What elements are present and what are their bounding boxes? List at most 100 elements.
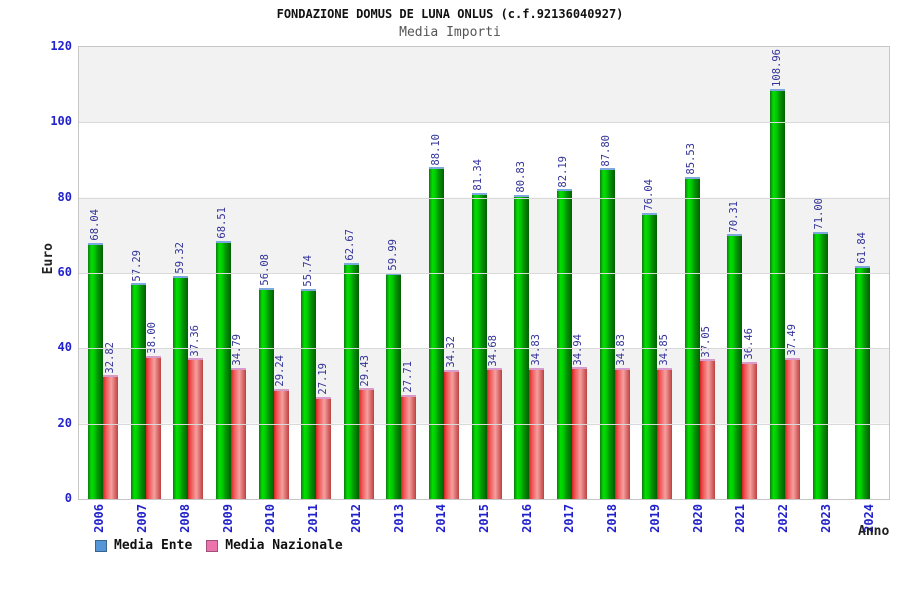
year-label: 2013 xyxy=(391,504,406,533)
value-label: 82.19 xyxy=(557,155,570,188)
bar-group: 80.83 34.83 xyxy=(505,47,548,499)
x-axis-cell: 2021 xyxy=(719,504,762,533)
media-ente-bar: 68.51 xyxy=(215,207,231,499)
value-label: 59.32 xyxy=(173,241,186,274)
media-ente-bar: 68.04 xyxy=(88,209,103,499)
chart-title: FONDAZIONE DOMUS DE LUNA ONLUS (c.f.9213… xyxy=(276,7,624,21)
x-axis-cell: 2008 xyxy=(163,504,206,533)
media-nazionale-bar: 34.83 xyxy=(529,334,545,499)
media-ente-bar: 62.67 xyxy=(343,229,359,499)
year-label: 2008 xyxy=(177,504,192,533)
media-ente-bar: 81.34 xyxy=(471,159,487,499)
bar-group: 87.80 34.83 xyxy=(591,47,634,499)
bar-group: 76.04 34.85 xyxy=(633,47,676,499)
media-ente-bar: 82.19 xyxy=(556,156,572,499)
bar-group: 85.53 37.05 xyxy=(676,47,719,499)
value-label: 27.71 xyxy=(401,361,414,393)
bar-group: 55.74 27.19 xyxy=(292,47,335,499)
y-tick-label: 120 xyxy=(50,39,72,53)
year-label: 2009 xyxy=(220,504,235,533)
year-label: 2015 xyxy=(476,504,491,533)
value-label: 62.67 xyxy=(344,229,357,261)
x-axis-cell: 2018 xyxy=(591,504,634,533)
media-ente-bar: 80.83 xyxy=(514,161,530,499)
year-label: 2018 xyxy=(605,504,620,533)
media-nazionale-bar: 29.43 xyxy=(358,355,374,499)
plot-area: 68.04 32.82 57.29 38.00 59.32 37.36 68.51 34.79… xyxy=(78,46,890,500)
media-ente-bar: 85.53 xyxy=(684,143,700,499)
media-ente-bar: 59.99 xyxy=(386,239,402,499)
media-nazionale-bar: 37.05 xyxy=(699,326,715,499)
year-label: 2020 xyxy=(690,504,705,533)
year-label: 2006 xyxy=(92,504,107,533)
value-label: 34.94 xyxy=(572,333,585,366)
chart-subtitle: Media Importi xyxy=(399,25,501,40)
value-label: 85.53 xyxy=(685,143,698,175)
gridline xyxy=(79,348,889,350)
bar-group: 108.96 37.49 xyxy=(761,47,804,499)
year-label: 2017 xyxy=(562,504,577,533)
media-ente-bar: 57.29 xyxy=(130,250,146,499)
value-label: 34.83 xyxy=(529,334,542,366)
media-ente-bar: 70.31 xyxy=(727,201,743,499)
value-label: 34.85 xyxy=(657,334,670,366)
value-label: 32.82 xyxy=(103,341,116,374)
media-ente-bar: 55.74 xyxy=(301,255,317,499)
value-label: 56.08 xyxy=(259,254,271,286)
x-axis-cell: 2020 xyxy=(676,504,719,533)
bar-group: 88.10 34.32 xyxy=(420,47,463,499)
x-axis-cell: 2012 xyxy=(334,504,377,533)
legend-label: Media Ente xyxy=(114,538,193,553)
year-label: 2012 xyxy=(348,504,363,533)
value-label: 36.46 xyxy=(742,328,755,360)
bar-group: 59.99 27.71 xyxy=(377,47,420,499)
x-axis-title: Anno xyxy=(858,524,890,539)
x-axis-cell: 2010 xyxy=(249,504,292,533)
media-ente-bar: 56.08 xyxy=(258,254,274,499)
bar-group: 57.29 38.00 xyxy=(122,47,165,499)
media-ente-bar: 71.00 xyxy=(812,198,828,499)
bar-group: 82.19 34.94 xyxy=(548,47,591,499)
year-label: 2019 xyxy=(647,504,662,533)
value-label: 37.05 xyxy=(700,325,713,358)
year-label: 2014 xyxy=(434,504,449,533)
media-nazionale-bar: 34.68 xyxy=(486,335,502,499)
value-label: 34.32 xyxy=(444,336,457,368)
x-axis-cell: 2006 xyxy=(78,504,121,533)
value-label: 37.49 xyxy=(785,324,798,356)
media-nazionale-bar: 34.32 xyxy=(444,336,459,499)
media-nazionale-bar: 27.19 xyxy=(316,363,332,499)
media-ente-bar: 61.84 xyxy=(855,232,871,499)
media-nazionale-bar: 32.82 xyxy=(103,342,118,499)
value-label: 29.43 xyxy=(359,354,372,387)
bar-group: 81.34 34.68 xyxy=(463,47,506,499)
media-nazionale-bar: 34.85 xyxy=(657,334,673,499)
y-tick-label: 80 xyxy=(57,189,72,204)
legend-label: Media Nazionale xyxy=(225,538,343,553)
value-label: 27.19 xyxy=(316,362,329,395)
gridline xyxy=(79,273,889,274)
media-nazionale-bar: 27.71 xyxy=(401,361,417,499)
y-tick-label: 60 xyxy=(57,265,72,279)
value-label: 34.79 xyxy=(231,334,244,366)
value-label: 68.51 xyxy=(216,207,229,239)
year-label: 2023 xyxy=(818,504,833,533)
x-axis-cell: 2022 xyxy=(762,504,805,533)
x-axis-labels: 2006 2007 2008 2009 2010 2011 2012 2013 2014 2015… xyxy=(78,504,890,533)
bar-group: 68.51 34.79 xyxy=(207,47,250,499)
bar-group: 68.04 32.82 xyxy=(79,47,122,499)
value-label: 76.04 xyxy=(642,178,655,211)
x-axis-cell: 2016 xyxy=(505,504,548,533)
x-axis-cell: 2014 xyxy=(420,504,463,533)
media-nazionale-bar: 34.83 xyxy=(614,334,630,499)
media-ente-bar: 108.96 xyxy=(770,49,785,499)
legend-swatch-media-nazionale xyxy=(206,539,219,552)
value-label: 70.31 xyxy=(727,200,740,233)
x-axis-cell: 2007 xyxy=(121,504,164,533)
y-tick-label: 40 xyxy=(57,340,72,355)
value-label: 61.84 xyxy=(855,232,868,265)
value-label: 29.24 xyxy=(274,355,286,387)
media-nazionale-bar: 37.49 xyxy=(785,324,800,499)
bar-group: 59.32 37.36 xyxy=(164,47,207,499)
